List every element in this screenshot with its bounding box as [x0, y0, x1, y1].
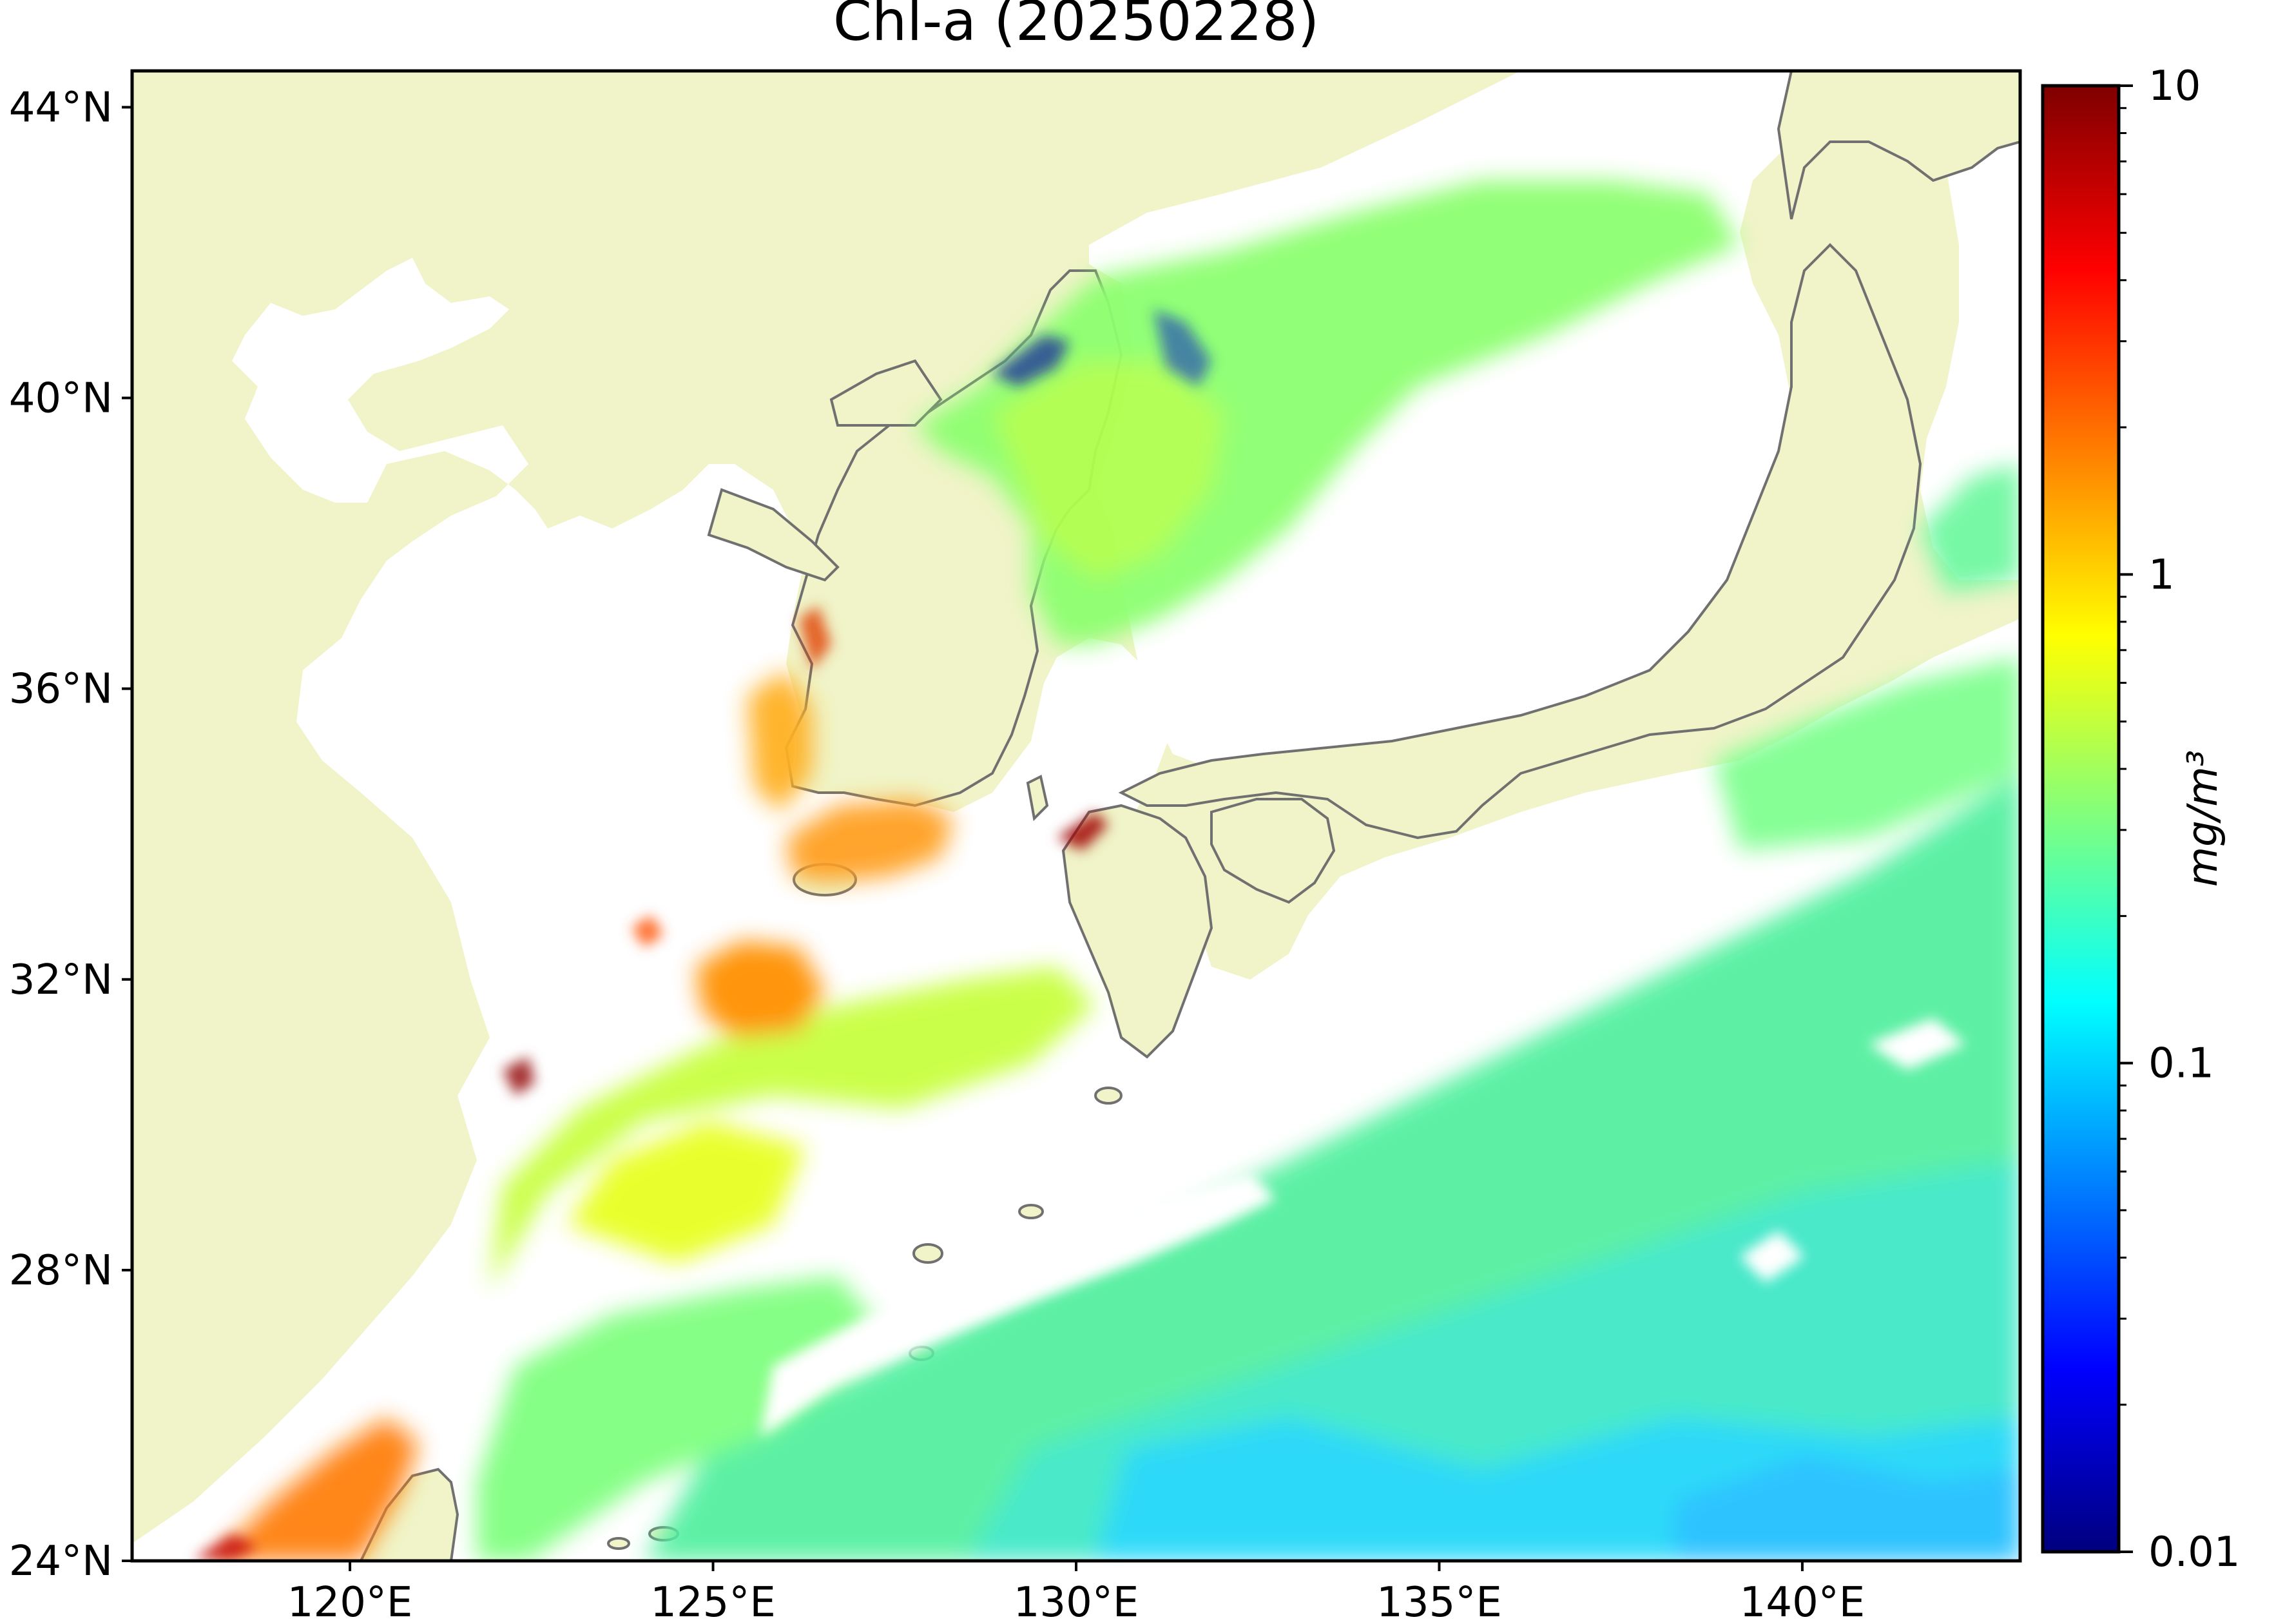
lat-tick-label: 28°N: [9, 1247, 113, 1295]
colorbar-tick-label: 1: [2148, 551, 2175, 599]
latitude-axis: 44°N 40°N 36°N 32°N 28°N 24°N: [9, 84, 132, 1585]
lat-tick-label: 24°N: [9, 1538, 113, 1585]
colorbar-tick-label: 0.1: [2148, 1040, 2214, 1088]
lon-tick-label: 140°E: [1740, 1579, 1866, 1624]
colorbar-label: mg/m³: [2179, 750, 2227, 887]
lat-tick-label: 44°N: [9, 84, 113, 131]
chlorophyll-highlights: [193, 309, 1211, 1561]
colorbar-tick-label: 10: [2148, 63, 2201, 110]
map-title: Chl-a (20250228): [833, 0, 1319, 53]
colorbar-tick-label: 0.01: [2148, 1529, 2241, 1576]
colorbar-gradient: [2041, 84, 2121, 1554]
lon-tick-label: 130°E: [1014, 1579, 1139, 1624]
lat-tick-label: 32°N: [9, 956, 113, 1004]
lat-tick-label: 40°N: [9, 375, 113, 423]
map-panel: [132, 71, 2020, 1561]
lon-tick-label: 120°E: [287, 1579, 413, 1624]
colorbar: 10 1 0.1 0.01 mg/m³: [2041, 63, 2241, 1576]
cloud-gaps: [760, 864, 1965, 1437]
lon-tick-label: 125°E: [650, 1579, 776, 1624]
longitude-axis: 120°E 125°E 130°E 135°E 140°E: [287, 1561, 1865, 1624]
colorbar-axis: 10 1 0.1 0.01: [2119, 63, 2241, 1576]
lon-tick-label: 135°E: [1376, 1579, 1502, 1624]
lat-tick-label: 36°N: [9, 666, 113, 713]
